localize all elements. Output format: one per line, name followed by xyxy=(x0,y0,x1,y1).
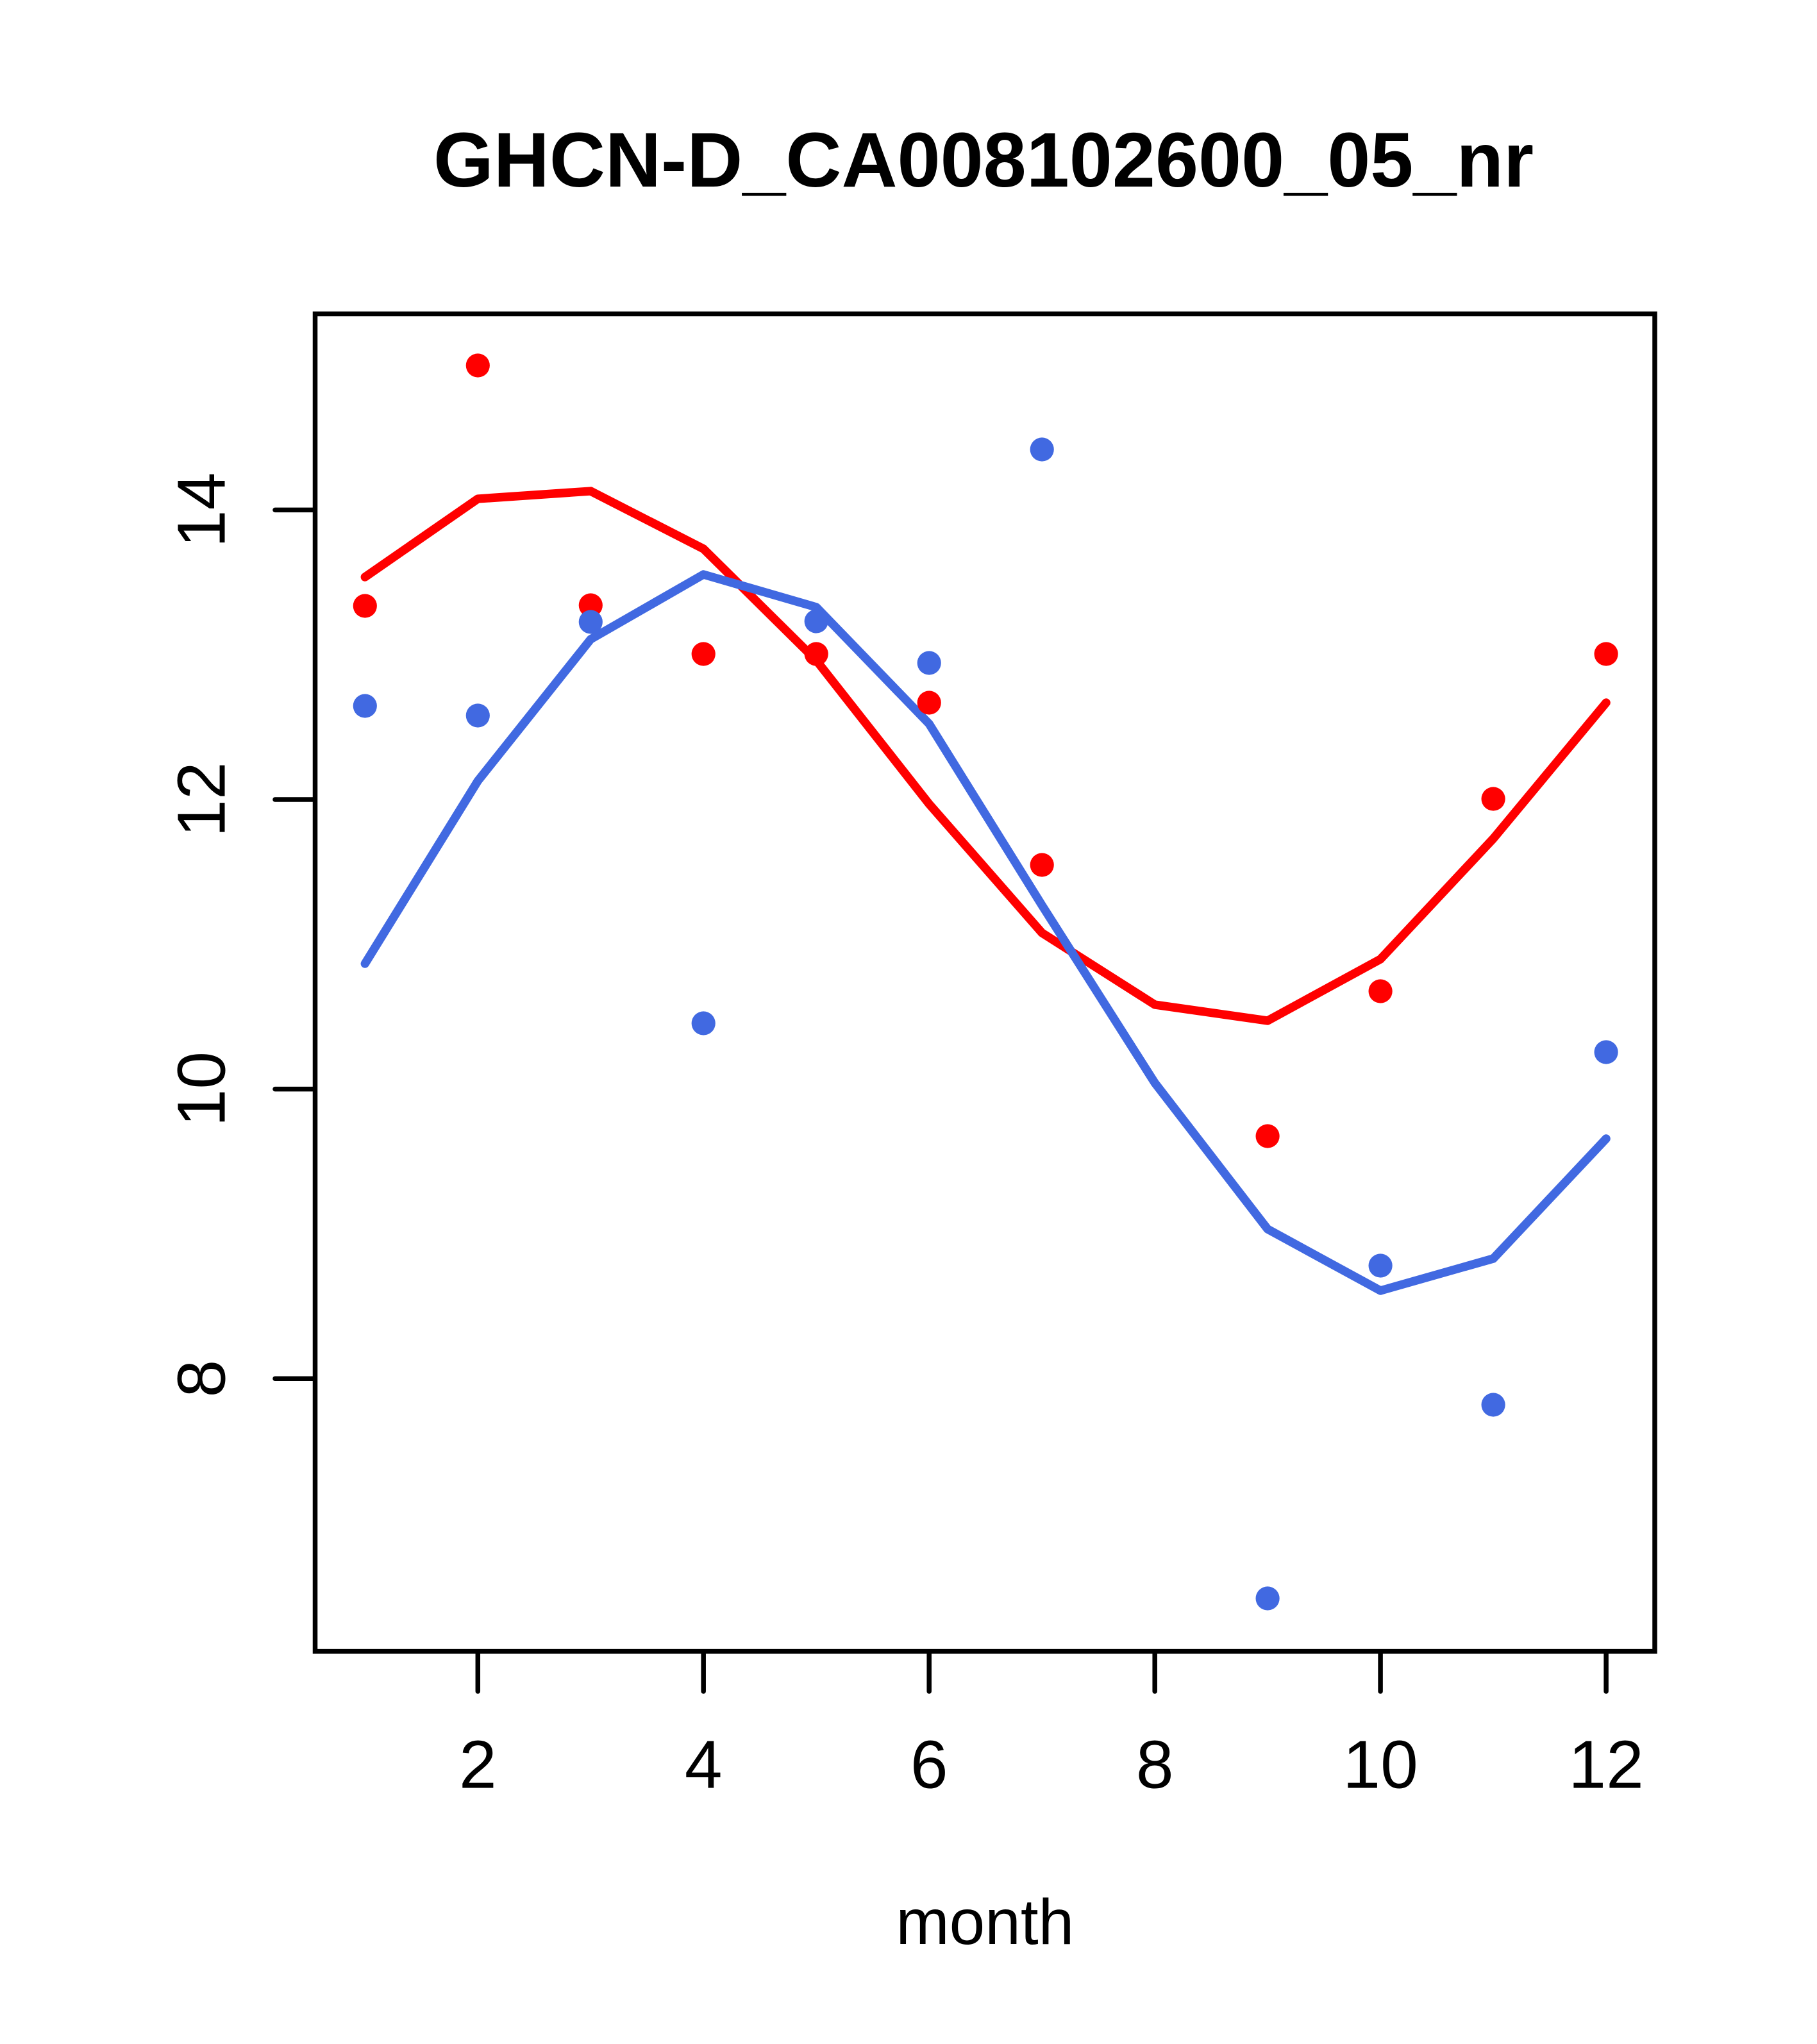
svg-text:6: 6 xyxy=(910,1727,948,1803)
svg-text:month: month xyxy=(896,1886,1074,1958)
svg-text:4: 4 xyxy=(685,1727,723,1803)
svg-text:8: 8 xyxy=(1136,1727,1174,1803)
svg-text:10: 10 xyxy=(1343,1727,1418,1803)
svg-text:8: 8 xyxy=(163,1360,239,1398)
svg-text:12: 12 xyxy=(1568,1727,1643,1803)
svg-text:2: 2 xyxy=(459,1727,497,1803)
svg-text:12: 12 xyxy=(163,762,239,837)
svg-text:10: 10 xyxy=(163,1051,239,1127)
svg-text:14: 14 xyxy=(163,473,239,548)
svg-text:GHCN-D_CA008102600_05_nr: GHCN-D_CA008102600_05_nr xyxy=(433,117,1534,203)
